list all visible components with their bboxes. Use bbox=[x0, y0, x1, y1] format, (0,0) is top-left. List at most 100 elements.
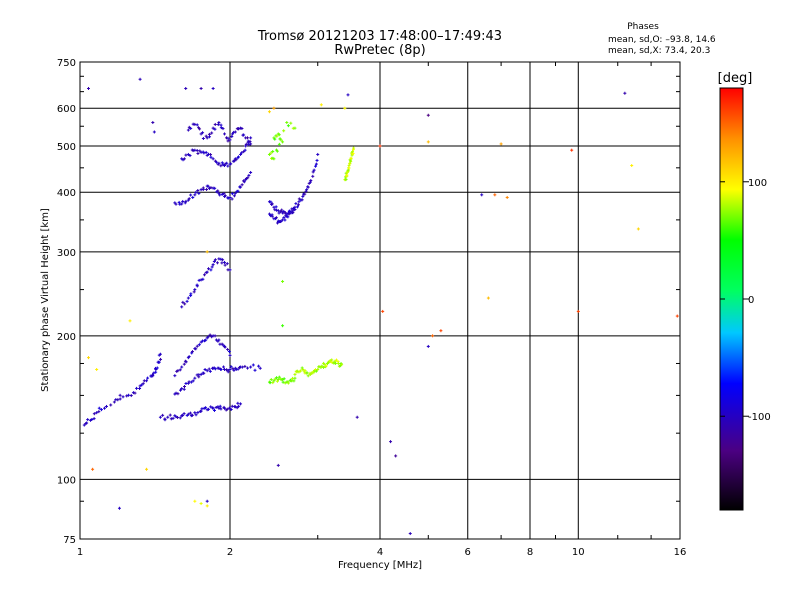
isolated-point bbox=[426, 140, 430, 144]
trace-point bbox=[299, 369, 303, 373]
trace-point bbox=[181, 199, 185, 203]
trace-point bbox=[269, 378, 273, 382]
trace-point bbox=[306, 185, 310, 189]
isolated-point bbox=[426, 344, 430, 348]
trace-point bbox=[213, 258, 217, 262]
trace-point bbox=[242, 133, 246, 137]
trace-point bbox=[267, 152, 271, 156]
trace-point bbox=[180, 305, 184, 309]
trace-point bbox=[230, 197, 234, 201]
trace-point bbox=[226, 370, 230, 374]
trace-point bbox=[226, 347, 230, 351]
trace-point bbox=[293, 376, 297, 380]
trace-point bbox=[309, 179, 313, 183]
trace-point bbox=[209, 155, 213, 159]
trace-point bbox=[249, 136, 253, 140]
trace-point bbox=[280, 208, 284, 212]
x-tick-label: 8 bbox=[527, 547, 533, 558]
trace-point bbox=[236, 367, 240, 371]
trace-point bbox=[316, 367, 320, 371]
isolated-point bbox=[211, 86, 215, 90]
colorbar: [deg] 100 0 -100 bbox=[718, 71, 771, 511]
trace-point bbox=[194, 190, 198, 194]
trace-point bbox=[183, 302, 187, 306]
trace-point bbox=[228, 367, 232, 371]
trace-point bbox=[190, 413, 194, 417]
trace-point bbox=[229, 408, 233, 412]
trace-point bbox=[213, 122, 217, 126]
trace-point bbox=[294, 202, 298, 206]
trace-point bbox=[293, 372, 297, 376]
trace-point bbox=[92, 417, 96, 421]
trace-point bbox=[351, 151, 355, 155]
isolated-point bbox=[378, 144, 382, 148]
trace-point bbox=[285, 121, 289, 125]
y-tick-label: 200 bbox=[57, 332, 76, 343]
trace-point bbox=[90, 417, 94, 421]
trace-point bbox=[201, 277, 205, 281]
trace-point bbox=[206, 184, 210, 188]
trace-point bbox=[282, 216, 286, 220]
trace-point bbox=[99, 408, 103, 412]
trace-point bbox=[295, 205, 299, 209]
isolated-point bbox=[381, 309, 385, 313]
trace-point bbox=[213, 334, 217, 338]
trace-point bbox=[268, 381, 272, 385]
isolated-point bbox=[408, 532, 412, 536]
trace-point bbox=[180, 202, 184, 206]
trace-point bbox=[158, 352, 162, 356]
trace-point bbox=[249, 365, 253, 369]
trace-point bbox=[184, 153, 188, 157]
trace-point bbox=[214, 405, 218, 409]
trace-point bbox=[187, 197, 191, 201]
trace-point bbox=[140, 383, 144, 387]
isolated-point bbox=[151, 121, 155, 125]
trace-point bbox=[194, 413, 198, 417]
trace-point bbox=[327, 360, 331, 364]
x-tick-label: 10 bbox=[572, 547, 585, 558]
trace-point bbox=[305, 188, 309, 192]
isolated-point bbox=[205, 250, 209, 254]
y-tick-label: 600 bbox=[57, 104, 76, 115]
trace-point bbox=[228, 353, 232, 357]
trace-point bbox=[204, 338, 208, 342]
trace-point bbox=[202, 371, 206, 375]
isolated-point bbox=[576, 309, 580, 313]
trace-point bbox=[232, 194, 236, 198]
trace-point bbox=[246, 136, 250, 140]
trace-point bbox=[85, 421, 89, 425]
isolated-point bbox=[205, 499, 209, 503]
trace-point bbox=[223, 345, 227, 349]
trace-point bbox=[230, 135, 234, 139]
trace-point bbox=[243, 364, 247, 368]
isolated-point bbox=[570, 148, 574, 152]
trace-point bbox=[223, 132, 227, 136]
trace-point bbox=[181, 300, 185, 304]
trace-point bbox=[180, 387, 184, 391]
trace-point bbox=[219, 407, 223, 411]
trace-point bbox=[347, 166, 351, 170]
trace-point bbox=[187, 355, 191, 359]
trace-point bbox=[210, 131, 214, 135]
isolated-point bbox=[91, 467, 95, 471]
trace-point bbox=[127, 393, 131, 397]
trace-point bbox=[225, 262, 229, 266]
trace-point bbox=[270, 202, 274, 206]
isolated-point bbox=[493, 193, 497, 197]
isolated-point bbox=[193, 499, 197, 503]
trace-point bbox=[314, 369, 318, 373]
trace-point bbox=[188, 411, 192, 415]
trace-point bbox=[274, 216, 278, 220]
trace-point bbox=[286, 381, 290, 385]
trace-point bbox=[281, 380, 285, 384]
isolated-point bbox=[117, 506, 121, 510]
isolated-point bbox=[145, 467, 149, 471]
trace-point bbox=[174, 415, 178, 419]
isolated-point bbox=[355, 415, 359, 419]
data-points bbox=[82, 77, 679, 536]
isolated-point bbox=[486, 296, 490, 300]
trace-point bbox=[311, 170, 315, 174]
isolated-point bbox=[389, 440, 393, 444]
trace-point bbox=[247, 173, 251, 177]
